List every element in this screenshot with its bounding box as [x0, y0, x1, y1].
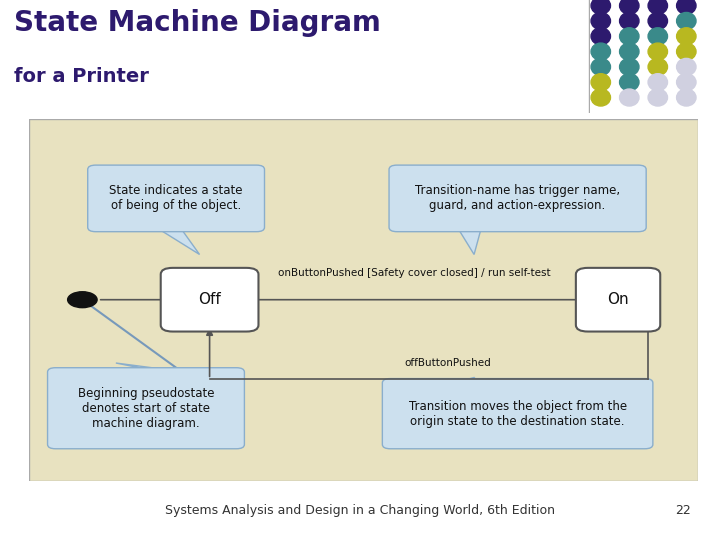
FancyBboxPatch shape	[88, 165, 264, 232]
Circle shape	[677, 0, 696, 14]
Circle shape	[648, 0, 667, 14]
FancyBboxPatch shape	[576, 268, 660, 332]
Polygon shape	[116, 363, 185, 372]
Circle shape	[648, 28, 667, 45]
Text: Off: Off	[198, 292, 221, 307]
Circle shape	[591, 0, 611, 14]
Circle shape	[619, 73, 639, 91]
Polygon shape	[457, 227, 482, 254]
Circle shape	[677, 12, 696, 30]
Polygon shape	[454, 377, 479, 383]
Text: 22: 22	[675, 504, 691, 517]
Circle shape	[677, 58, 696, 76]
FancyBboxPatch shape	[382, 379, 653, 449]
Circle shape	[648, 43, 667, 60]
Circle shape	[648, 73, 667, 91]
FancyBboxPatch shape	[48, 368, 244, 449]
Circle shape	[677, 73, 696, 91]
Text: On: On	[607, 292, 629, 307]
Circle shape	[648, 58, 667, 76]
Circle shape	[619, 58, 639, 76]
FancyBboxPatch shape	[161, 268, 258, 332]
Text: Beginning pseudostate
denotes start of state
machine diagram.: Beginning pseudostate denotes start of s…	[78, 387, 215, 430]
Circle shape	[591, 89, 611, 106]
Text: State Machine Diagram: State Machine Diagram	[14, 9, 382, 37]
Text: for a Printer: for a Printer	[14, 67, 149, 86]
FancyBboxPatch shape	[29, 119, 698, 481]
Text: offButtonPushed: offButtonPushed	[404, 359, 490, 368]
Circle shape	[648, 89, 667, 106]
Circle shape	[677, 43, 696, 60]
Text: onButtonPushed [Safety cover closed] / run self-test: onButtonPushed [Safety cover closed] / r…	[277, 268, 550, 278]
Circle shape	[619, 89, 639, 106]
Circle shape	[677, 28, 696, 45]
Circle shape	[619, 0, 639, 14]
FancyBboxPatch shape	[389, 165, 646, 232]
Polygon shape	[156, 227, 199, 254]
Circle shape	[591, 43, 611, 60]
Circle shape	[677, 89, 696, 106]
Circle shape	[591, 12, 611, 30]
Text: State indicates a state
of being of the object.: State indicates a state of being of the …	[109, 184, 243, 212]
Circle shape	[619, 28, 639, 45]
Circle shape	[591, 73, 611, 91]
Text: Systems Analysis and Design in a Changing World, 6th Edition: Systems Analysis and Design in a Changin…	[165, 504, 555, 517]
Text: Transition-name has trigger name,
guard, and action-expression.: Transition-name has trigger name, guard,…	[415, 184, 620, 212]
Circle shape	[591, 28, 611, 45]
Circle shape	[648, 12, 667, 30]
Circle shape	[619, 12, 639, 30]
Circle shape	[591, 58, 611, 76]
Circle shape	[619, 43, 639, 60]
Text: Transition moves the object from the
origin state to the destination state.: Transition moves the object from the ori…	[408, 400, 626, 428]
Circle shape	[68, 292, 97, 308]
